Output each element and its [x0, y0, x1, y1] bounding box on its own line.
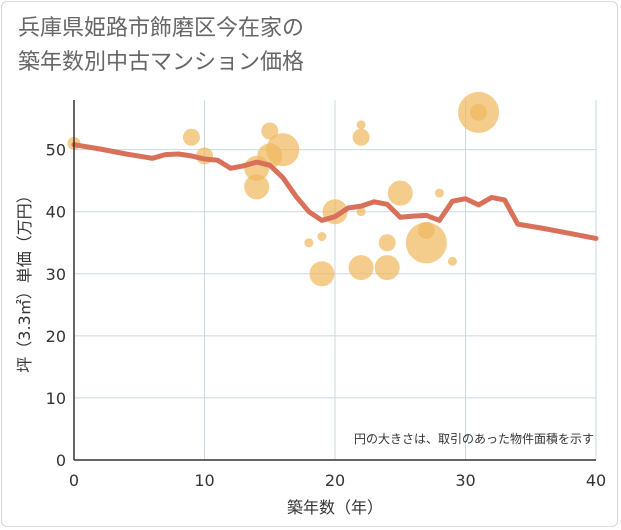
bubble-size-note: 円の大きさは、取引のあった物件面積を示す	[354, 431, 594, 446]
bubble	[266, 133, 300, 167]
bubble	[182, 128, 200, 146]
bubble	[317, 232, 327, 242]
bubble	[261, 122, 279, 140]
y-tick-label: 50	[46, 141, 66, 160]
y-tick-label: 20	[46, 327, 66, 346]
bubble	[348, 255, 374, 281]
chart-title: 兵庫県姫路市飾磨区今在家の 築年数別中古マンション価格	[18, 16, 305, 75]
y-tick-label: 40	[46, 203, 66, 222]
grid-lines	[74, 100, 597, 460]
bubble	[447, 256, 457, 266]
y-axis-label: 坪（3.3㎡）単価（万円）	[15, 187, 34, 372]
x-axis-label: 築年数（年）	[287, 498, 383, 517]
y-tick-label: 10	[46, 389, 66, 408]
bubble	[304, 238, 314, 248]
bubble-series	[67, 91, 500, 287]
bubble	[405, 222, 447, 264]
bubble	[309, 261, 335, 287]
trend-line	[71, 142, 599, 241]
axes	[73, 100, 596, 461]
x-tick-label: 0	[69, 471, 79, 490]
bubble	[356, 207, 366, 217]
bubble	[470, 103, 488, 121]
bubble	[434, 188, 444, 198]
bubble	[244, 174, 270, 200]
x-tick-label: 40	[586, 471, 606, 490]
tick-labels: 0 10 20 30 40 0 10 20 30 40 50	[46, 141, 607, 490]
bubble	[387, 180, 413, 206]
bubble	[356, 120, 366, 130]
x-tick-label: 20	[325, 471, 345, 490]
x-tick-label: 30	[455, 471, 475, 490]
y-tick-label: 30	[46, 265, 66, 284]
bubble	[374, 255, 400, 281]
bubble	[378, 234, 396, 252]
y-tick-label: 0	[56, 451, 66, 470]
bubble	[352, 128, 370, 146]
x-tick-label: 10	[194, 471, 214, 490]
